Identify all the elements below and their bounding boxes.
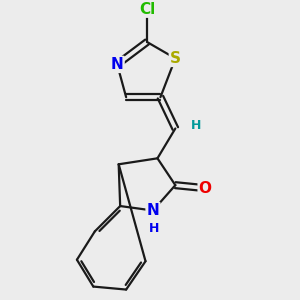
- Text: N: N: [147, 203, 159, 218]
- Text: H: H: [191, 119, 201, 132]
- Text: Cl: Cl: [139, 2, 155, 17]
- Text: H: H: [149, 222, 160, 235]
- Text: N: N: [111, 57, 124, 72]
- Text: O: O: [199, 181, 212, 196]
- Text: S: S: [170, 51, 181, 66]
